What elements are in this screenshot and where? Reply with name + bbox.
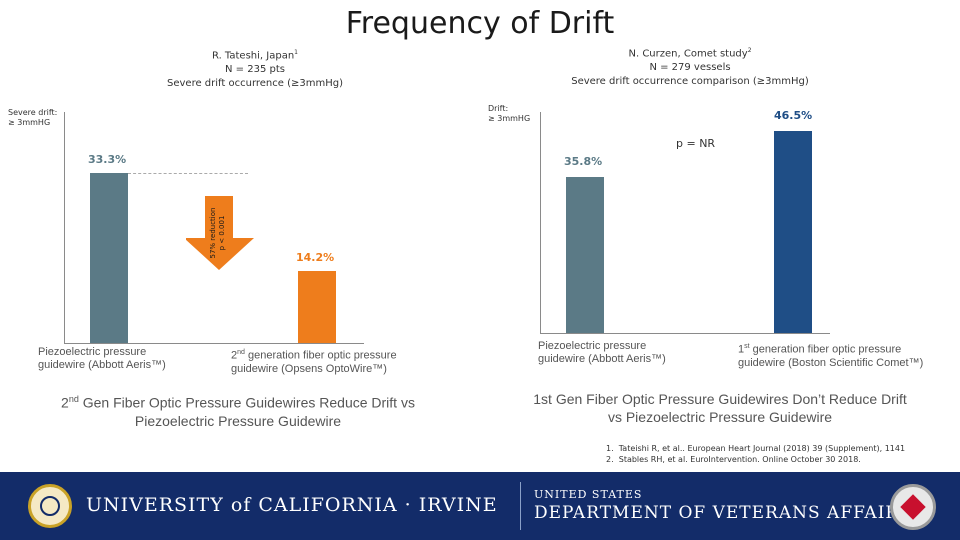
references: 1. Tateishi R, et al.. European Heart Jo… xyxy=(606,443,905,465)
right-p-value: p = NR xyxy=(676,137,716,150)
reference-1: 1. Tateishi R, et al.. European Heart Jo… xyxy=(606,444,906,453)
left-study-header: R. Tateshi, Japan1 N = 235 pts Severe dr… xyxy=(150,46,360,91)
right-study-header: N. Curzen, Comet study2 N = 279 vessels … xyxy=(560,44,820,89)
right-study-measure: Severe drift occurrence comparison (≥3mm… xyxy=(571,76,809,88)
left-reference-dashed-line xyxy=(128,173,248,175)
left-study-measure: Severe drift occurrence (≥3mmHg) xyxy=(167,78,343,90)
right-study-n: N = 279 vessels xyxy=(649,62,731,74)
uci-logo-text: UNIVERSITY of CALIFORNIA · IRVINE xyxy=(86,494,498,516)
reference-2: 2. Stables RH, et al. EuroIntervention. … xyxy=(606,455,861,464)
reduction-percent: 57% reduction xyxy=(209,207,217,259)
va-seal-icon xyxy=(890,484,936,530)
reduction-p-value: p < 0.001 xyxy=(218,215,226,251)
footer-divider xyxy=(520,482,521,530)
reduction-arrow-icon xyxy=(186,196,254,270)
va-line-1: UNITED STATES xyxy=(534,488,643,501)
right-value-label-piezoelectric: 35.8% xyxy=(564,155,603,169)
footer-banner: UNIVERSITY of CALIFORNIA · IRVINE UNITED… xyxy=(0,472,960,540)
left-category-piezoelectric: Piezoelectric pressure guidewire (Abbott… xyxy=(38,346,166,371)
right-study-author: N. Curzen, Comet study xyxy=(628,48,748,60)
left-x-axis xyxy=(64,343,364,344)
left-conclusion: 2nd Gen Fiber Optic Pressure Guidewires … xyxy=(61,394,415,429)
right-bar-piezoelectric xyxy=(566,177,604,333)
right-bar-fiber-optic-1st-gen xyxy=(774,130,812,333)
right-x-axis xyxy=(540,333,830,334)
right-category-fiber-optic: 1st generation fiber optic pressure guid… xyxy=(738,343,924,369)
left-y-axis xyxy=(64,112,65,344)
right-study-ref: 2 xyxy=(747,47,752,54)
right-y-axis-label: Drift: ≥ 3mmHG xyxy=(488,104,531,123)
page-title: Frequency of Drift xyxy=(345,6,615,41)
left-value-label-piezoelectric: 33.3% xyxy=(88,153,127,167)
va-line-2: DEPARTMENT OF VETERANS AFFAIRS xyxy=(534,503,912,523)
left-bar-piezoelectric xyxy=(90,173,128,343)
right-category-piezoelectric: Piezoelectric pressure guidewire (Abbott… xyxy=(538,340,666,365)
right-conclusion: 1st Gen Fiber Optic Pressure Guidewires … xyxy=(533,391,907,425)
right-y-axis xyxy=(540,112,541,334)
left-value-label-fiber-optic: 14.2% xyxy=(296,250,335,264)
reduction-text: 57% reduction p < 0.001 xyxy=(206,200,230,266)
left-y-axis-label: Severe drift: ≥ 3mmHG xyxy=(8,108,58,127)
left-study-n: N = 235 pts xyxy=(225,64,285,76)
right-value-label-fiber-optic: 46.5% xyxy=(774,108,813,122)
left-study-author: R. Tateshi, Japan xyxy=(211,50,295,62)
uci-seal-icon xyxy=(28,484,72,528)
left-bar-fiber-optic-2nd-gen xyxy=(298,270,336,343)
left-category-fiber-optic: 2nd generation fiber optic pressure guid… xyxy=(231,349,397,375)
left-study-ref: 1 xyxy=(294,49,298,56)
